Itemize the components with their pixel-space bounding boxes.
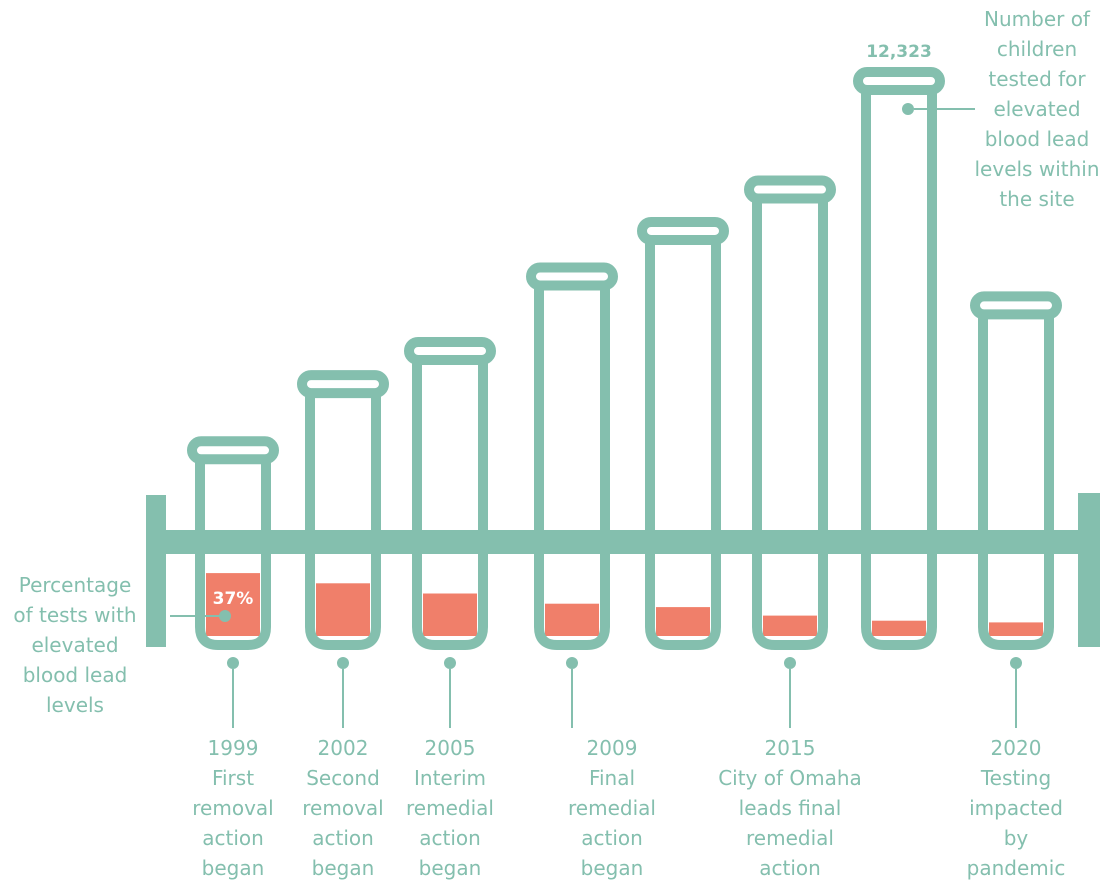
milestone-0-line-0: 1999 <box>208 736 259 760</box>
milestone-5-line-0: 2020 <box>991 736 1042 760</box>
tube-6 <box>853 67 945 650</box>
milestone-dot-2 <box>444 657 456 669</box>
milestone-3-line-3: action <box>581 826 643 850</box>
milestone-2-line-0: 2005 <box>425 736 476 760</box>
percent-legend-line-0: Percentage <box>19 573 132 597</box>
milestone-3-line-0: 2009 <box>587 736 638 760</box>
liquid-fill-2 <box>423 593 477 636</box>
count-legend-dot <box>902 103 914 115</box>
tube-2 <box>404 336 496 650</box>
milestone-1-line-1: Second <box>306 766 380 790</box>
tube-body-6 <box>861 88 937 650</box>
milestone-2-line-3: action <box>419 826 481 850</box>
milestone-2-line-1: Interim <box>414 766 486 790</box>
count-legend-line-5: levels within <box>975 157 1100 181</box>
count-legend-line-2: tested for <box>988 67 1086 91</box>
tube-lip-3 <box>526 262 618 291</box>
milestone-5-line-3: by <box>1004 826 1029 850</box>
tube-body-0 <box>195 457 271 650</box>
rack-bar <box>146 530 1100 554</box>
liquid-fill-3 <box>545 603 599 636</box>
milestone-4-line-4: action <box>759 856 821 880</box>
tube-body-1 <box>305 391 381 650</box>
liquid-fill-5 <box>763 615 817 636</box>
milestone-0-line-2: removal <box>192 796 273 820</box>
milestone-dot-3 <box>566 657 578 669</box>
rack-right-post <box>1078 493 1100 647</box>
percent-legend-line-2: elevated <box>31 633 118 657</box>
count-legend-line-1: children <box>997 37 1077 61</box>
count-legend-line-3: elevated <box>993 97 1080 121</box>
tube-body-3 <box>534 283 610 650</box>
peak-value-label: 12,323 <box>866 42 932 62</box>
milestone-0-line-4: began <box>202 856 265 880</box>
liquid-fill-0 <box>206 573 260 636</box>
tube-lip-0 <box>187 436 279 465</box>
milestone-4-line-3: remedial <box>746 826 834 850</box>
milestone-dot-1 <box>337 657 349 669</box>
tube-lip-5 <box>744 175 836 204</box>
first-percent-label: 37% <box>213 589 254 609</box>
milestone-3-line-1: Final <box>589 766 635 790</box>
milestone-4-line-0: 2015 <box>765 736 816 760</box>
percent-legend-line-1: of tests with <box>13 603 136 627</box>
tube-7 <box>970 291 1062 650</box>
milestone-2-line-2: remedial <box>406 796 494 820</box>
milestone-dot-5 <box>1010 657 1022 669</box>
milestone-1-line-0: 2002 <box>318 736 369 760</box>
tube-lip-7 <box>970 291 1062 320</box>
milestone-5-line-1: Testing <box>980 766 1051 790</box>
liquid-fill-1 <box>316 583 370 636</box>
tube-body-5 <box>752 196 828 650</box>
tube-body-4 <box>645 237 721 650</box>
tube-lip-6 <box>853 67 945 95</box>
tube-1 <box>297 370 389 650</box>
tube-5 <box>744 175 836 650</box>
milestone-1-line-4: began <box>312 856 375 880</box>
tube-4 <box>637 216 729 650</box>
milestone-1-line-3: action <box>312 826 374 850</box>
percent-legend-line-3: blood lead <box>23 663 128 687</box>
milestone-1-line-2: removal <box>302 796 383 820</box>
tube-lip-2 <box>404 336 496 365</box>
milestone-dot-0 <box>227 657 239 669</box>
milestone-5-line-2: impacted <box>969 796 1063 820</box>
count-legend-line-6: the site <box>999 187 1074 211</box>
percent-legend-line-4: levels <box>46 693 104 717</box>
milestone-dot-4 <box>784 657 796 669</box>
milestone-0-line-3: action <box>202 826 264 850</box>
milestone-3-line-4: began <box>581 856 644 880</box>
count-legend-line-4: blood lead <box>985 127 1090 151</box>
tube-0 <box>187 436 279 650</box>
milestone-2-line-4: began <box>419 856 482 880</box>
milestone-4-line-1: City of Omaha <box>718 766 862 790</box>
liquid-fill-6 <box>872 620 926 636</box>
milestone-0-line-1: First <box>212 766 254 790</box>
milestone-4-line-2: leads final <box>739 796 842 820</box>
tube-lip-1 <box>297 370 389 399</box>
milestone-3-line-2: remedial <box>568 796 656 820</box>
tube-body-2 <box>412 357 488 650</box>
count-legend-line-0: Number of <box>984 7 1091 31</box>
percent-legend-dot <box>219 610 231 622</box>
liquid-fill-7 <box>989 622 1043 636</box>
milestone-5-line-4: pandemic <box>967 856 1066 880</box>
tube-3 <box>526 262 618 650</box>
tube-body-7 <box>978 312 1054 650</box>
rack-left-post <box>146 495 166 647</box>
tube-lip-4 <box>637 216 729 245</box>
liquid-fill-4 <box>656 607 710 636</box>
